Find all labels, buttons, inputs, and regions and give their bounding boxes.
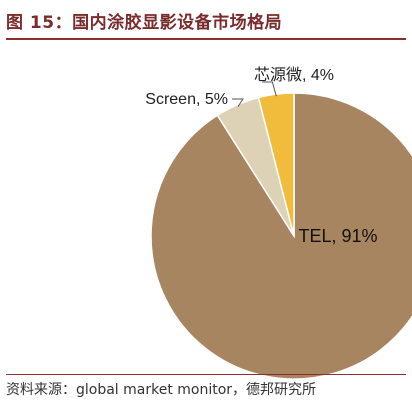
title-divider [6,38,406,40]
label-tel: TEL, 91% [298,226,377,246]
label-screen: Screen, 5% [145,91,228,108]
source-divider [6,374,406,375]
label-xinyuanwei: 芯源微, 4% [254,66,334,84]
source-note: 资料来源：global market monitor，德邦研究所 [6,382,317,398]
leader-screen [232,98,244,107]
slice-tel [150,92,412,380]
page-title: 图 15：国内涂胶显影设备市场格局 [6,13,283,33]
leader-xinyuanwei [262,81,277,97]
